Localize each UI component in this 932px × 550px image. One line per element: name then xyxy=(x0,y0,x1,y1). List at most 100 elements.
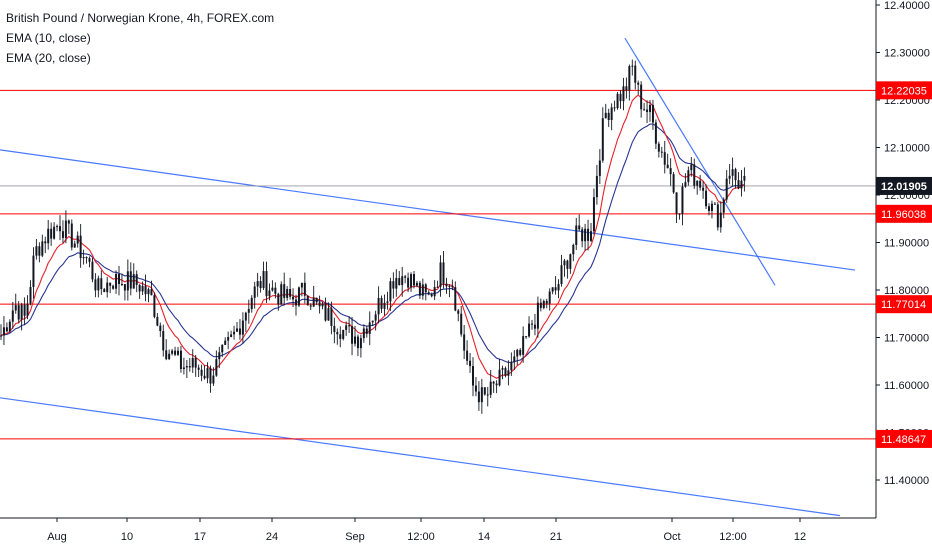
candle-body xyxy=(584,228,587,242)
horizontal-levels[interactable] xyxy=(0,89,876,440)
candle-body xyxy=(32,255,35,288)
candle-body xyxy=(247,309,250,313)
candle-body xyxy=(221,344,224,353)
candle-body xyxy=(351,326,354,344)
candle-body xyxy=(607,112,610,121)
candle-body xyxy=(622,86,625,102)
candle-body xyxy=(448,285,451,287)
candle-body xyxy=(194,357,197,368)
candle-body xyxy=(230,334,233,337)
candle-body xyxy=(5,327,8,332)
candle-body xyxy=(557,284,560,291)
candle-body xyxy=(23,304,26,316)
level-price-label: 11.77014 xyxy=(881,299,926,311)
candle-body xyxy=(643,109,646,111)
candle-body xyxy=(392,281,395,289)
price-tick-label: 11.90000 xyxy=(884,238,929,250)
candle-body xyxy=(705,190,708,207)
candle-body xyxy=(324,303,327,321)
candle-body xyxy=(118,274,120,285)
candle-body xyxy=(666,164,669,169)
candle-body xyxy=(625,86,628,91)
candle-body xyxy=(309,305,312,307)
candle-body xyxy=(47,228,50,244)
candle-body xyxy=(185,366,188,368)
candle-body xyxy=(486,394,489,396)
candle-body xyxy=(171,350,174,354)
candle-body xyxy=(713,203,716,205)
candle-body xyxy=(138,284,141,292)
candle-body xyxy=(424,284,427,293)
candle-body xyxy=(610,107,613,121)
candle-body xyxy=(427,292,430,295)
candle-body xyxy=(356,336,359,349)
candle-body xyxy=(590,231,592,241)
candle-body xyxy=(135,274,138,285)
time-axis[interactable]: Aug 10 17 24 Sep 12:00 14 21 Oct 12:00 12 xyxy=(47,518,806,543)
candle-body xyxy=(401,276,404,286)
candle-body xyxy=(244,312,247,321)
candle-body xyxy=(132,274,135,289)
candle-body xyxy=(654,122,657,144)
candle-body xyxy=(50,228,53,239)
candle-body xyxy=(26,303,29,316)
candle-body xyxy=(631,65,634,67)
time-tick-label: 12:00 xyxy=(719,531,747,543)
candle-body xyxy=(687,170,690,183)
candle-body xyxy=(253,286,256,298)
candle-body xyxy=(728,175,731,179)
candle-body xyxy=(522,336,525,355)
candle-body xyxy=(88,258,91,262)
candle-body xyxy=(174,350,177,355)
candle-body xyxy=(708,206,710,211)
candle-body xyxy=(106,282,109,293)
candle-body xyxy=(734,169,737,181)
candle-body xyxy=(457,310,460,314)
candle-body xyxy=(38,246,41,256)
candle-body xyxy=(300,282,303,288)
candle-body xyxy=(17,305,20,320)
candle-body xyxy=(463,334,466,351)
candle-body xyxy=(477,391,480,403)
candle-body xyxy=(56,226,59,228)
candle-body xyxy=(469,360,472,367)
candle-body xyxy=(383,302,386,309)
candle-body xyxy=(413,274,415,286)
trendlines[interactable] xyxy=(0,37,856,517)
candle-body xyxy=(575,225,578,245)
candle-body xyxy=(539,302,542,308)
candle-body xyxy=(492,381,495,384)
ema-20-legend[interactable]: EMA (20, close) xyxy=(6,51,91,65)
candle-body xyxy=(277,293,280,305)
candle-body xyxy=(2,327,5,336)
candle-body xyxy=(489,381,492,395)
candle-body xyxy=(336,332,339,335)
candle-body xyxy=(439,262,442,287)
candle-body xyxy=(129,271,132,289)
candle-body xyxy=(283,284,286,298)
chart-legend: British Pound / Norwegian Krone, 4h, FOR… xyxy=(6,8,274,68)
candle-body xyxy=(103,289,106,293)
candle-body xyxy=(306,295,309,306)
level-price-label: 11.96038 xyxy=(881,209,926,221)
time-tick-label: 12:00 xyxy=(407,531,435,543)
level-price-tag xyxy=(876,295,932,314)
candle-body xyxy=(256,281,259,287)
candle-body xyxy=(560,265,563,285)
candle-body xyxy=(156,316,159,326)
candle-body xyxy=(236,328,238,332)
candle-body xyxy=(303,282,306,296)
level-price-label: 11.48647 xyxy=(881,434,926,446)
candle-body xyxy=(634,65,637,83)
candle-body xyxy=(115,274,118,289)
time-tick-label: 17 xyxy=(194,531,206,543)
candle-body xyxy=(460,313,463,335)
symbol-title[interactable]: British Pound / Norwegian Krone, 4h, FOR… xyxy=(6,11,275,25)
candle-body xyxy=(737,180,740,189)
candle-body xyxy=(616,93,619,109)
ema-10-legend[interactable]: EMA (10, close) xyxy=(6,31,91,45)
candle-body xyxy=(162,331,165,351)
candle-body xyxy=(415,282,418,286)
candle-body xyxy=(436,286,439,288)
